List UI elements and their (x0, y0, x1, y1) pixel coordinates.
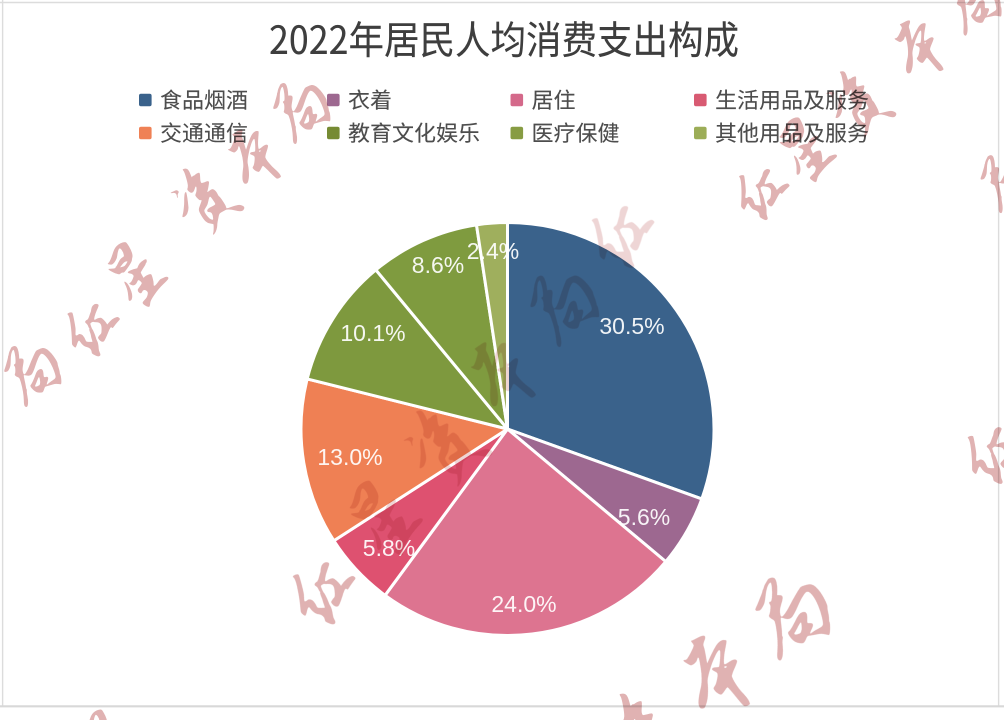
svg-text:5.6%: 5.6% (618, 504, 670, 530)
svg-text:13.0%: 13.0% (317, 444, 382, 470)
svg-text:2.4%: 2.4% (467, 238, 519, 264)
svg-text:10.1%: 10.1% (340, 320, 405, 346)
svg-text:24.0%: 24.0% (491, 591, 556, 617)
svg-text:30.5%: 30.5% (599, 313, 664, 339)
svg-text:8.6%: 8.6% (412, 252, 464, 278)
